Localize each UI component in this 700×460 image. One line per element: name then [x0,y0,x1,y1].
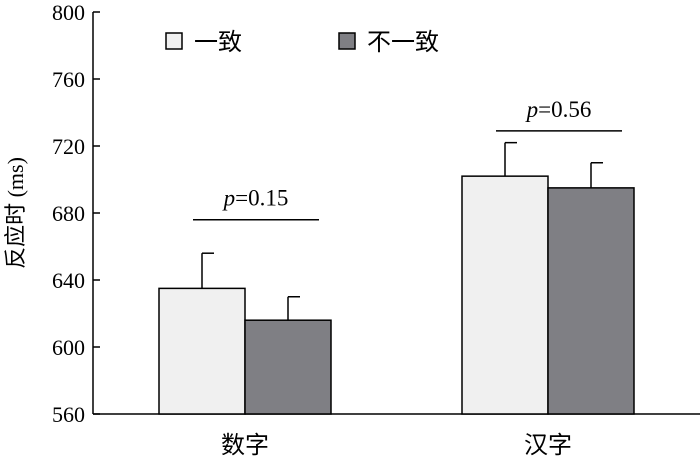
bar [244,319,332,415]
y-tick-label: 640 [52,268,85,293]
p-value-letter: p [222,186,236,211]
error-bars [201,141,603,321]
y-tick-label: 760 [52,67,85,92]
y-tick-label: 720 [52,134,85,159]
x-tick-label: 数字 [221,432,269,459]
p-value-number: =0.15 [235,186,288,211]
y-tick-label: 680 [52,201,85,226]
bars [158,175,635,415]
x-tick-label: 汉字 [524,432,572,459]
legend-label: 一致 [194,29,242,56]
p-value-letter: p [525,97,539,122]
p-value-number: =0.56 [538,97,591,122]
y-tick-label: 600 [52,335,85,360]
bar [158,287,246,415]
y-tick-label: 800 [52,0,85,25]
y-axis-label: 反应时 (ms) [3,157,28,269]
legend-label: 不一致 [367,29,439,56]
bar [547,187,635,415]
x-axis: 数字 汉字 [93,407,700,459]
bar [461,175,549,415]
legend-swatch [338,32,356,50]
legend-swatch [165,32,183,50]
p-value-label: p=0.15 [222,186,289,211]
p-value-label: p=0.56 [525,97,592,122]
y-axis: 560 600 640 680 720 760 800 [52,0,100,427]
annotations: p=0.15p=0.56 [193,97,622,221]
y-axis-label-group: 反应时 (ms) [3,157,28,269]
y-tick-label: 560 [52,402,85,427]
legend: 一致 不一致 [165,29,439,56]
